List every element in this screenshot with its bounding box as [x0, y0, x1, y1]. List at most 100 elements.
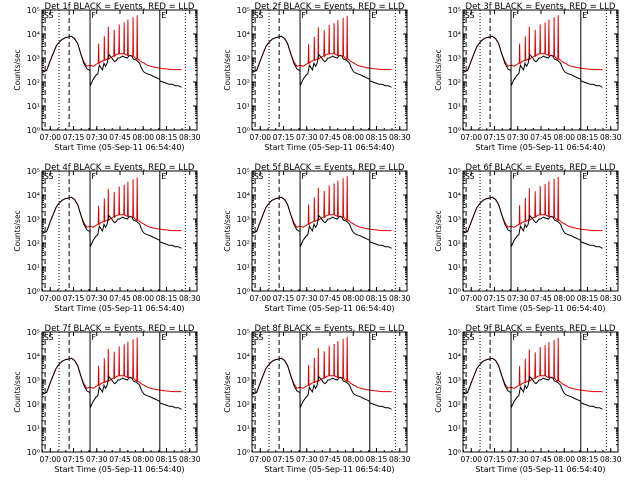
x-tick-label: 08:15	[366, 133, 388, 142]
y-tick-label: 10³	[448, 215, 461, 224]
plot-frame	[251, 331, 408, 453]
y-tick-label: 10⁰	[448, 448, 461, 457]
y-tick-label: 10⁴	[448, 30, 461, 39]
y-tick-label: 10¹	[448, 263, 461, 272]
panel-title: Det 6f BLACK = Events, RED = LLD	[466, 163, 616, 173]
x-tick-label: 07:15	[273, 133, 295, 142]
marker-label: E	[582, 11, 587, 20]
lld-series-line	[462, 176, 603, 234]
x-tick-label: 08:30	[389, 455, 411, 464]
y-axis-label: Counts/sec	[434, 371, 443, 412]
y-tick-label: 10⁴	[27, 352, 40, 361]
x-tick-label: 07:00	[460, 133, 482, 142]
x-tick-label: 08:30	[389, 133, 411, 142]
marker-label: S	[465, 333, 470, 342]
x-tick-label: 08:00	[342, 133, 364, 142]
y-tick-label: 10³	[237, 215, 250, 224]
y-tick-label: 10⁰	[27, 448, 40, 457]
panel-title: Det 1f BLACK = Events, RED = LLD	[45, 2, 195, 12]
y-tick-label: 10⁵	[237, 167, 250, 176]
x-axis-label: Start Time (05-Sep-11 06:54:40)	[54, 304, 184, 313]
plot-frame	[462, 170, 619, 292]
x-tick-label: 07:45	[109, 294, 131, 303]
x-tick-label: 07:30	[507, 455, 529, 464]
marker-label: S	[469, 172, 474, 181]
y-axis-label: Counts/sec	[13, 49, 22, 90]
marker-label: S	[48, 172, 53, 181]
panel-title: Det 9f BLACK = Events, RED = LLD	[466, 324, 616, 334]
marker-label: E	[371, 333, 376, 342]
y-tick-label: 10²	[448, 239, 461, 248]
marker-label: F	[301, 333, 306, 342]
lld-series-line	[251, 176, 392, 234]
x-tick-label: 07:30	[296, 455, 318, 464]
marker-label: E	[582, 172, 587, 181]
lld-series-line	[41, 15, 182, 73]
marker-label: F	[512, 333, 517, 342]
y-tick-label: 10¹	[237, 424, 250, 433]
marker-label: S	[258, 172, 263, 181]
panel-title: Det 3f BLACK = Events, RED = LLD	[466, 2, 616, 12]
marker-label: S	[465, 11, 470, 20]
y-tick-label: 10²	[27, 400, 40, 409]
y-tick-label: 10²	[237, 239, 250, 248]
marker-label: S	[469, 11, 474, 20]
x-tick-label: 07:00	[249, 133, 271, 142]
x-tick-label: 07:15	[484, 455, 506, 464]
marker-label: F	[512, 11, 517, 20]
x-axis-label: Start Time (05-Sep-11 06:54:40)	[475, 304, 605, 313]
marker-label: S	[44, 333, 49, 342]
y-tick-label: 10⁵	[27, 167, 40, 176]
y-tick-label: 10¹	[27, 424, 40, 433]
x-tick-label: 08:30	[179, 294, 201, 303]
y-tick-label: 10²	[448, 400, 461, 409]
y-tick-label: 10⁴	[237, 191, 250, 200]
y-tick-label: 10¹	[27, 263, 40, 272]
x-tick-label: 07:15	[273, 455, 295, 464]
marker-label: E	[161, 11, 166, 20]
events-series-line	[41, 357, 182, 410]
y-tick-label: 10¹	[448, 102, 461, 111]
marker-label: S	[258, 11, 263, 20]
x-tick-label: 08:00	[132, 455, 154, 464]
y-tick-label: 10⁰	[237, 448, 250, 457]
y-tick-label: 10⁵	[27, 6, 40, 15]
x-tick-label: 07:15	[273, 294, 295, 303]
x-tick-label: 08:30	[600, 294, 622, 303]
x-tick-label: 07:30	[296, 294, 318, 303]
y-axis-label: Counts/sec	[434, 49, 443, 90]
y-tick-label: 10⁰	[27, 287, 40, 296]
x-axis-label: Start Time (05-Sep-11 06:54:40)	[475, 465, 605, 474]
x-tick-label: 07:00	[460, 455, 482, 464]
x-tick-label: 07:15	[63, 294, 85, 303]
marker-label: F	[512, 172, 517, 181]
x-tick-label: 07:45	[319, 455, 341, 464]
x-tick-label: 08:00	[553, 133, 575, 142]
y-tick-label: 10²	[27, 239, 40, 248]
x-tick-label: 07:00	[249, 455, 271, 464]
marker-label: F	[91, 11, 96, 20]
x-axis-label: Start Time (05-Sep-11 06:54:40)	[54, 143, 184, 152]
x-tick-label: 07:45	[109, 133, 131, 142]
lld-series-line	[251, 336, 392, 395]
marker-label: S	[258, 333, 263, 342]
x-tick-label: 08:30	[179, 133, 201, 142]
x-axis-label: Start Time (05-Sep-11 06:54:40)	[264, 143, 394, 152]
y-tick-label: 10³	[27, 215, 40, 224]
x-tick-label: 07:15	[63, 133, 85, 142]
marker-label: E	[161, 333, 166, 342]
x-tick-label: 07:00	[460, 294, 482, 303]
x-tick-label: 08:00	[342, 294, 364, 303]
events-series-line	[41, 35, 182, 88]
x-tick-label: 08:15	[156, 133, 178, 142]
x-tick-label: 08:15	[577, 294, 599, 303]
panel-title: Det 5f BLACK = Events, RED = LLD	[255, 163, 405, 173]
y-tick-label: 10⁵	[237, 328, 250, 337]
y-tick-label: 10²	[448, 78, 461, 87]
x-tick-label: 07:15	[484, 133, 506, 142]
x-tick-label: 08:15	[366, 455, 388, 464]
